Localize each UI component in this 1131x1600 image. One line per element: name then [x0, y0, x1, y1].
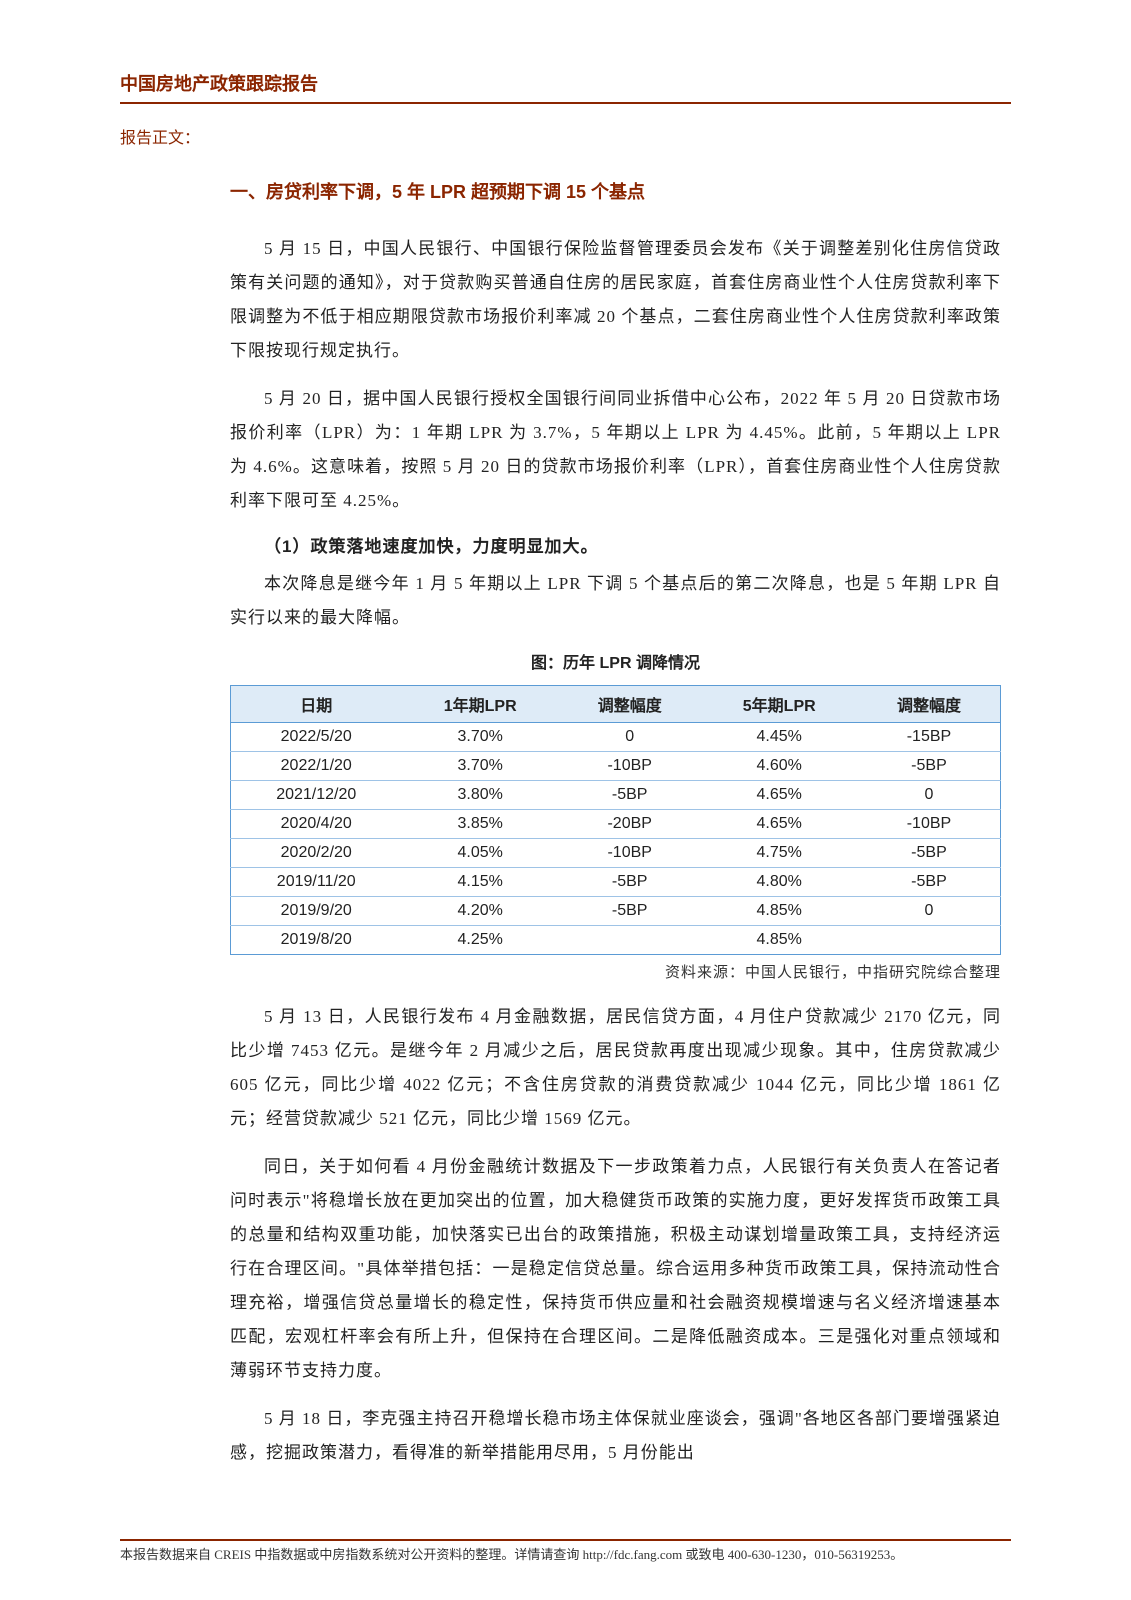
content-area: 一、房贷利率下调，5 年 LPR 超预期下调 15 个基点 5 月 15 日，中… — [120, 178, 1011, 1470]
table-cell: 4.60% — [701, 752, 858, 781]
table-cell: 4.75% — [701, 839, 858, 868]
table-cell: 2020/2/20 — [231, 839, 402, 868]
table-cell: -20BP — [559, 810, 701, 839]
col-1y-lpr: 1年期LPR — [401, 686, 558, 723]
table-body: 2022/5/203.70%04.45%-15BP2022/1/203.70%-… — [231, 723, 1001, 955]
table-cell: -10BP — [559, 752, 701, 781]
table-cell: 4.45% — [701, 723, 858, 752]
table-row: 2019/11/204.15%-5BP4.80%-5BP — [231, 868, 1001, 897]
table-row: 2022/1/203.70%-10BP4.60%-5BP — [231, 752, 1001, 781]
table-row: 2020/4/203.85%-20BP4.65%-10BP — [231, 810, 1001, 839]
body-label: 报告正文： — [120, 124, 1011, 148]
table-cell: -5BP — [858, 839, 1001, 868]
table-cell: 4.80% — [701, 868, 858, 897]
col-5y-lpr: 5年期LPR — [701, 686, 858, 723]
table-cell: 4.85% — [701, 897, 858, 926]
table-cell: 3.70% — [401, 723, 558, 752]
table-cell — [559, 926, 701, 955]
paragraph-6: 5 月 18 日，李克强主持召开稳增长稳市场主体保就业座谈会，强调"各地区各部门… — [230, 1402, 1001, 1470]
table-cell: 4.15% — [401, 868, 558, 897]
table-source: 资料来源：中国人民银行，中指研究院综合整理 — [230, 961, 1001, 982]
table-row: 2019/8/204.25% 4.85% — [231, 926, 1001, 955]
table-cell: 3.80% — [401, 781, 558, 810]
col-5y-adj: 调整幅度 — [858, 686, 1001, 723]
table-header-row: 日期 1年期LPR 调整幅度 5年期LPR 调整幅度 — [231, 686, 1001, 723]
page-footer: 本报告数据来自 CREIS 中指数据或中房指数系统对公开资料的整理。详情请查询 … — [120, 1539, 1011, 1565]
paragraph-3: 本次降息是继今年 1 月 5 年期以上 LPR 下调 5 个基点后的第二次降息，… — [230, 567, 1001, 635]
report-header: 中国房地产政策跟踪报告 — [120, 70, 1011, 104]
table-cell: -5BP — [559, 868, 701, 897]
table-cell: 0 — [858, 781, 1001, 810]
table-cell: 2019/9/20 — [231, 897, 402, 926]
table-cell: 2019/11/20 — [231, 868, 402, 897]
table-cell: 4.25% — [401, 926, 558, 955]
table-cell: 4.65% — [701, 781, 858, 810]
sub-heading-1: （1）政策落地速度加快，力度明显加大。 — [230, 532, 1001, 557]
table-cell: 2022/1/20 — [231, 752, 402, 781]
table-cell: -5BP — [559, 781, 701, 810]
paragraph-1: 5 月 15 日，中国人民银行、中国银行保险监督管理委员会发布《关于调整差别化住… — [230, 232, 1001, 368]
table-cell: 4.05% — [401, 839, 558, 868]
col-1y-adj: 调整幅度 — [559, 686, 701, 723]
table-cell: 3.70% — [401, 752, 558, 781]
table-cell: 0 — [559, 723, 701, 752]
col-date: 日期 — [231, 686, 402, 723]
table-cell: 4.85% — [701, 926, 858, 955]
table-cell: -5BP — [559, 897, 701, 926]
paragraph-2: 5 月 20 日，据中国人民银行授权全国银行间同业拆借中心公布，2022 年 5… — [230, 382, 1001, 518]
table-row: 2020/2/204.05%-10BP4.75%-5BP — [231, 839, 1001, 868]
table-cell: 2019/8/20 — [231, 926, 402, 955]
paragraph-4: 5 月 13 日，人民银行发布 4 月金融数据，居民信贷方面，4 月住户贷款减少… — [230, 1000, 1001, 1136]
table-cell: -5BP — [858, 752, 1001, 781]
table-cell: 3.85% — [401, 810, 558, 839]
table-cell: -10BP — [858, 810, 1001, 839]
chart-title: 图：历年 LPR 调降情况 — [230, 649, 1001, 673]
table-row: 2019/9/204.20%-5BP4.85%0 — [231, 897, 1001, 926]
table-cell: -10BP — [559, 839, 701, 868]
table-cell: 4.20% — [401, 897, 558, 926]
table-cell — [858, 926, 1001, 955]
paragraph-5: 同日，关于如何看 4 月份金融统计数据及下一步政策着力点，人民银行有关负责人在答… — [230, 1150, 1001, 1388]
section-heading: 一、房贷利率下调，5 年 LPR 超预期下调 15 个基点 — [230, 178, 1001, 204]
table-cell: 0 — [858, 897, 1001, 926]
table-cell: -15BP — [858, 723, 1001, 752]
table-row: 2022/5/203.70%04.45%-15BP — [231, 723, 1001, 752]
lpr-table: 日期 1年期LPR 调整幅度 5年期LPR 调整幅度 2022/5/203.70… — [230, 685, 1001, 955]
table-cell: 2021/12/20 — [231, 781, 402, 810]
table-cell: 4.65% — [701, 810, 858, 839]
page: 中国房地产政策跟踪报告 报告正文： 一、房贷利率下调，5 年 LPR 超预期下调… — [0, 0, 1131, 1600]
table-cell: -5BP — [858, 868, 1001, 897]
table-cell: 2020/4/20 — [231, 810, 402, 839]
table-row: 2021/12/203.80%-5BP4.65%0 — [231, 781, 1001, 810]
table-cell: 2022/5/20 — [231, 723, 402, 752]
